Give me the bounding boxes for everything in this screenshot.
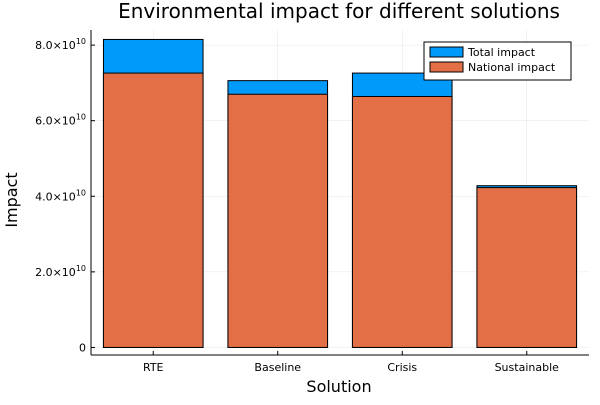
bar-national-impact-baseline	[227, 93, 329, 348]
bar-national-impact-rte	[102, 72, 204, 348]
axes	[90, 30, 589, 356]
y-tick-label: 0	[79, 341, 86, 354]
y-tick-label: 6.0×1010	[35, 113, 86, 128]
y-tick-label: 2.0×1010	[35, 264, 86, 279]
x-tick-label: RTE	[143, 361, 164, 374]
x-tick-label: Baseline	[254, 361, 301, 374]
legend: Total impact National impact	[423, 41, 572, 81]
x-tick-label: Crisis	[387, 361, 417, 374]
bars	[102, 38, 578, 348]
legend-swatch	[429, 61, 464, 73]
legend-swatch	[429, 46, 464, 58]
chart-title: Environmental impact for different solut…	[118, 0, 560, 23]
legend-label: National impact	[468, 61, 556, 74]
y-tick-labels: 0 2.0×1010 4.0×1010 6.0×1010 8.0×1010	[35, 37, 95, 354]
bar-national-impact-sustainable	[476, 187, 578, 348]
x-tick-labels: RTE Baseline Crisis Sustainable	[143, 351, 559, 374]
y-tick-label: 8.0×1010	[35, 37, 86, 52]
y-tick-label: 4.0×1010	[35, 188, 86, 203]
x-axis-label: Solution	[306, 377, 371, 396]
x-tick-label: Sustainable	[495, 361, 560, 374]
bar-national-impact-crisis	[351, 96, 453, 348]
legend-label: Total impact	[467, 46, 536, 59]
y-axis-label: Impact	[2, 172, 21, 227]
